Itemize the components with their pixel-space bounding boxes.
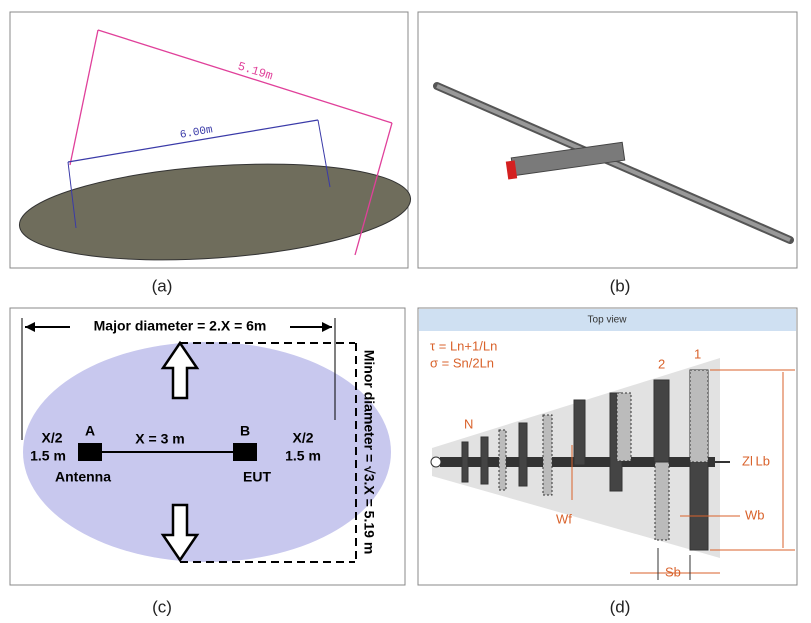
element [617, 393, 631, 461]
formula: τ = Ln+1/Ln [430, 338, 497, 353]
label: Lb [756, 453, 770, 468]
element [543, 415, 552, 495]
panel-d: Top view τ = Ln+1/Ln σ = Sn/2Ln N 2 1 Zl… [418, 308, 797, 585]
label: Wf [556, 511, 572, 526]
caption: (a) [152, 276, 173, 295]
point-b [233, 443, 257, 461]
feed [431, 457, 441, 467]
label: Zl [742, 453, 753, 468]
panel-b [418, 12, 797, 268]
element [499, 430, 506, 490]
element [574, 400, 585, 465]
label: 1.5 m [285, 448, 321, 464]
element [654, 380, 669, 462]
label: 1.5 m [30, 448, 66, 464]
label: X/2 [41, 430, 62, 446]
label: Wb [745, 507, 765, 522]
point-a [78, 443, 102, 461]
label: 1 [694, 346, 701, 361]
label: X = 3 m [135, 431, 184, 447]
element [690, 370, 708, 462]
caption: (c) [152, 597, 172, 616]
element [481, 437, 488, 484]
label: X/2 [292, 430, 313, 446]
label: A [85, 423, 95, 439]
header: Top view [588, 315, 628, 326]
panel-c: Major diameter = 2.X = 6m Minor diameter… [10, 308, 405, 585]
label: Sb [665, 564, 681, 579]
label: B [240, 423, 250, 439]
figure: 5.19m 6.00m (a) (b) Major diameter = 2.X… [0, 0, 811, 623]
element [519, 423, 527, 486]
major-text: Major diameter = 2.X = 6m [94, 318, 267, 334]
formula: σ = Sn/2Ln [430, 355, 494, 370]
panel-a: 5.19m 6.00m [10, 12, 414, 272]
label: N [464, 416, 473, 431]
label: Antenna [55, 469, 111, 485]
minor-text: Minor diameter = √3.X = 5.19 m [361, 350, 377, 555]
caption: (d) [610, 597, 631, 616]
caption: (b) [610, 276, 631, 295]
frame [418, 12, 797, 268]
element [462, 442, 468, 482]
label: EUT [243, 469, 271, 485]
label: 2 [658, 356, 665, 371]
